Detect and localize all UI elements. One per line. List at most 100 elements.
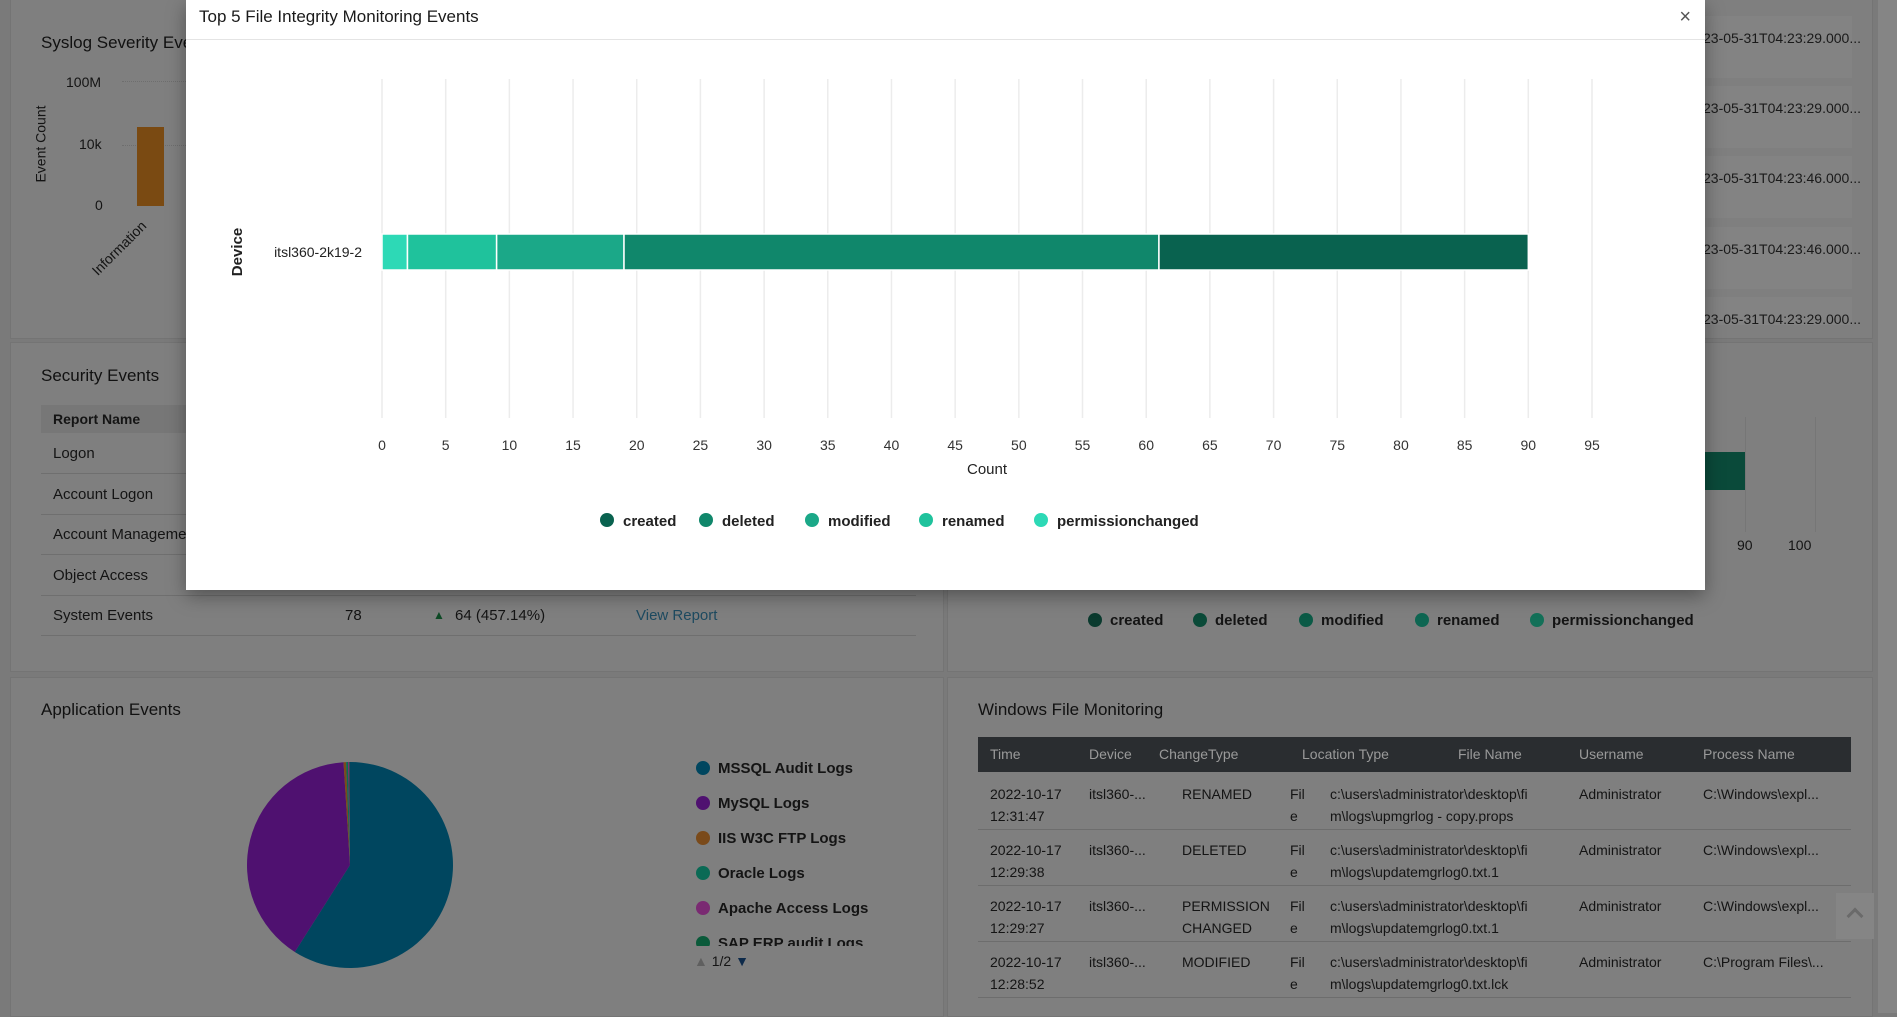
legend-item[interactable]: Apache Access Logs (696, 900, 868, 917)
cell-loc: Fil e (1290, 786, 1305, 824)
column-header[interactable]: File Name (1458, 746, 1522, 762)
application-pie-chart (247, 762, 453, 968)
column-header[interactable]: Location Type (1302, 746, 1389, 762)
legend-item[interactable]: renamed (1415, 612, 1500, 629)
column-header[interactable]: ChangeType (1159, 746, 1239, 762)
legend-item[interactable]: MySQL Logs (696, 795, 809, 812)
legend-label: deleted (1215, 612, 1268, 629)
table-row[interactable]: 2022-10-17 12:29:38 itsl360-... DELETED Fil… (978, 830, 1851, 886)
column-header[interactable]: Time (990, 746, 1021, 762)
legend-label: MSSQL Audit Logs (718, 760, 853, 777)
cell-proc: C:\Windows\expl... (1703, 898, 1819, 914)
bar-segment-created[interactable] (1700, 452, 1745, 490)
column-header[interactable]: Username (1579, 746, 1644, 762)
syslog-title: Syslog Severity Eve (41, 33, 193, 52)
row-band (1690, 227, 1852, 289)
timestamp-cell: 23-05-31T04:23:29.000... (1703, 311, 1862, 325)
bar-segment-permissionchanged[interactable] (381, 233, 409, 271)
report-name[interactable]: Account Manageme (53, 526, 187, 543)
legend-label: IIS W3C FTP Logs (718, 830, 847, 847)
modal-header: Top 5 File Integrity Monitoring Events × (186, 0, 1705, 40)
legend-item-deleted[interactable]: deleted (699, 513, 775, 530)
table-row: Object Access (41, 556, 916, 596)
legend-label: Apache Access Logs (718, 900, 869, 917)
x-tick-label: 25 (693, 437, 709, 453)
legend-dot-icon (1299, 613, 1313, 627)
legend-label: permissionchanged (1057, 513, 1199, 530)
legend-item[interactable]: deleted (1193, 612, 1268, 629)
legend-item-permissionchanged[interactable]: permissionchanged (1034, 513, 1199, 530)
report-name[interactable]: Logon (53, 445, 95, 462)
pie-slice[interactable] (247, 762, 350, 952)
close-icon[interactable]: × (1679, 6, 1691, 28)
pager-down-icon[interactable]: ▼ (735, 953, 749, 969)
x-tick-label: 55 (1075, 437, 1091, 453)
cell-file: c:\users\administrator\desktop\fi m\logs… (1330, 954, 1528, 992)
category-label: itsl360-2k19-2 (274, 244, 362, 260)
legend-item[interactable]: permissionchanged (1530, 612, 1694, 629)
bar-segment-created[interactable] (1158, 233, 1530, 271)
timestamp-cell: 23-05-31T04:23:46.000... (1703, 241, 1862, 257)
legend-label: renamed (942, 513, 1005, 530)
report-name[interactable]: Account Logon (53, 486, 154, 503)
x-tick-label: 60 (1138, 437, 1154, 453)
y-tick: 100M (66, 74, 102, 90)
bar-segment-modified[interactable] (495, 233, 625, 271)
x-tick-label: 20 (629, 437, 645, 453)
column-header[interactable]: Process Name (1703, 746, 1795, 762)
y-axis-title: Device (229, 228, 246, 276)
legend-item[interactable]: created (1088, 612, 1163, 629)
legend-item-modified[interactable]: modified (805, 513, 891, 530)
legend-item-created[interactable]: created (600, 513, 676, 530)
legend-item-renamed[interactable]: renamed (919, 513, 1005, 530)
view-report-link[interactable]: View Report (636, 607, 718, 624)
legend-dot-icon (696, 901, 710, 915)
severity-bar-information[interactable] (137, 127, 164, 206)
legend-item[interactable]: modified (1299, 612, 1384, 629)
y-tick: 0 (95, 197, 103, 213)
column-report-name: Report Name (53, 411, 141, 427)
wfm-table-header: Time Device ChangeType Location Type Fil… (978, 737, 1851, 772)
cell-change: MODIFIED (1182, 954, 1251, 970)
legend-dot-icon (600, 513, 614, 527)
legend-dot-icon (696, 796, 710, 810)
legend-dot-icon (1088, 613, 1102, 627)
row-band (1690, 297, 1852, 325)
table-row[interactable]: 2022-10-17 12:28:52 itsl360-... MODIFIED Fi… (978, 942, 1851, 998)
legend-item[interactable]: Oracle Logs (696, 865, 805, 882)
wfm-panel (947, 677, 1873, 1017)
table-row[interactable]: 2022-10-17 12:31:47 itsl360-... RENAMED Fil… (978, 774, 1851, 830)
table-row[interactable]: 2022-10-17 12:29:27 itsl360-... PERMISSION… (978, 886, 1851, 942)
x-tick-label: 70 (1266, 437, 1282, 453)
scroll-to-top-button[interactable] (1836, 893, 1874, 939)
pager-up-icon[interactable]: ▲ (694, 953, 708, 969)
bar-segment-renamed[interactable] (406, 233, 498, 271)
y-axis-label: Event Count (32, 105, 49, 183)
cell-change: RENAMED (1182, 786, 1253, 802)
cell-proc: C:\Windows\expl... (1703, 786, 1819, 802)
pie-slice[interactable] (343, 762, 350, 865)
row-band (1690, 156, 1852, 218)
x-tick-label: 90 (1521, 437, 1537, 453)
pie-slice[interactable] (348, 762, 350, 865)
column-header[interactable]: Device (1089, 746, 1132, 762)
cell-user: Administrator (1579, 842, 1662, 858)
bar-segment-deleted[interactable] (623, 233, 1160, 271)
report-name[interactable]: Object Access (53, 567, 149, 584)
cell-proc: C:\Program Files\... (1703, 954, 1824, 970)
legend-item[interactable]: SAP ERP audit Logs (696, 935, 863, 946)
legend-item[interactable]: IIS W3C FTP Logs (696, 830, 846, 847)
cell-proc: C:\Windows\expl... (1703, 842, 1819, 858)
fim-bar-chart: 0 5 10 15 20 25 30 35 40 45 50 55 60 65 70 75 80 85 90 95 Co… (229, 79, 1600, 530)
pie-slice[interactable] (294, 762, 453, 968)
cell-loc: Fil e (1290, 842, 1305, 880)
legend-dot-icon (1530, 613, 1544, 627)
x-tick-label: 10 (502, 437, 518, 453)
timestamp-cell: 23-05-31T04:23:29.000... (1703, 100, 1862, 116)
x-tick-label: 0 (378, 437, 386, 453)
page-scrollbar[interactable] (1878, 0, 1897, 1013)
report-name[interactable]: System Events (53, 607, 154, 624)
pie-slice[interactable] (346, 762, 350, 865)
cell-user: Administrator (1579, 898, 1662, 914)
legend-item[interactable]: MSSQL Audit Logs (696, 760, 853, 777)
